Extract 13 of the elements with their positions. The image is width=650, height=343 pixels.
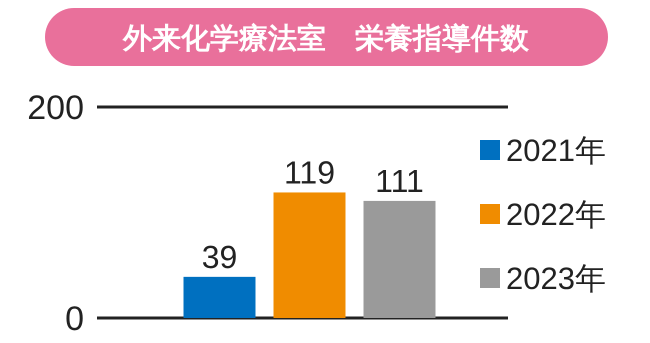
data-label: 39: [202, 238, 238, 275]
bar: [274, 192, 346, 318]
legend-label: 2022年: [506, 197, 606, 232]
title: 外来化学療法室 栄養指導件数: [45, 8, 608, 66]
data-label: 119: [284, 154, 336, 190]
legend-label: 2021年: [506, 133, 606, 168]
data-label: 111: [375, 162, 424, 199]
chart-title: 外来化学療法室 栄養指導件数: [122, 22, 530, 55]
bar: [184, 276, 256, 318]
legend-label: 2023年: [506, 261, 606, 296]
bar: [364, 200, 436, 318]
y-tick-label: 200: [27, 89, 84, 127]
y-tick-label: 0: [65, 300, 84, 338]
